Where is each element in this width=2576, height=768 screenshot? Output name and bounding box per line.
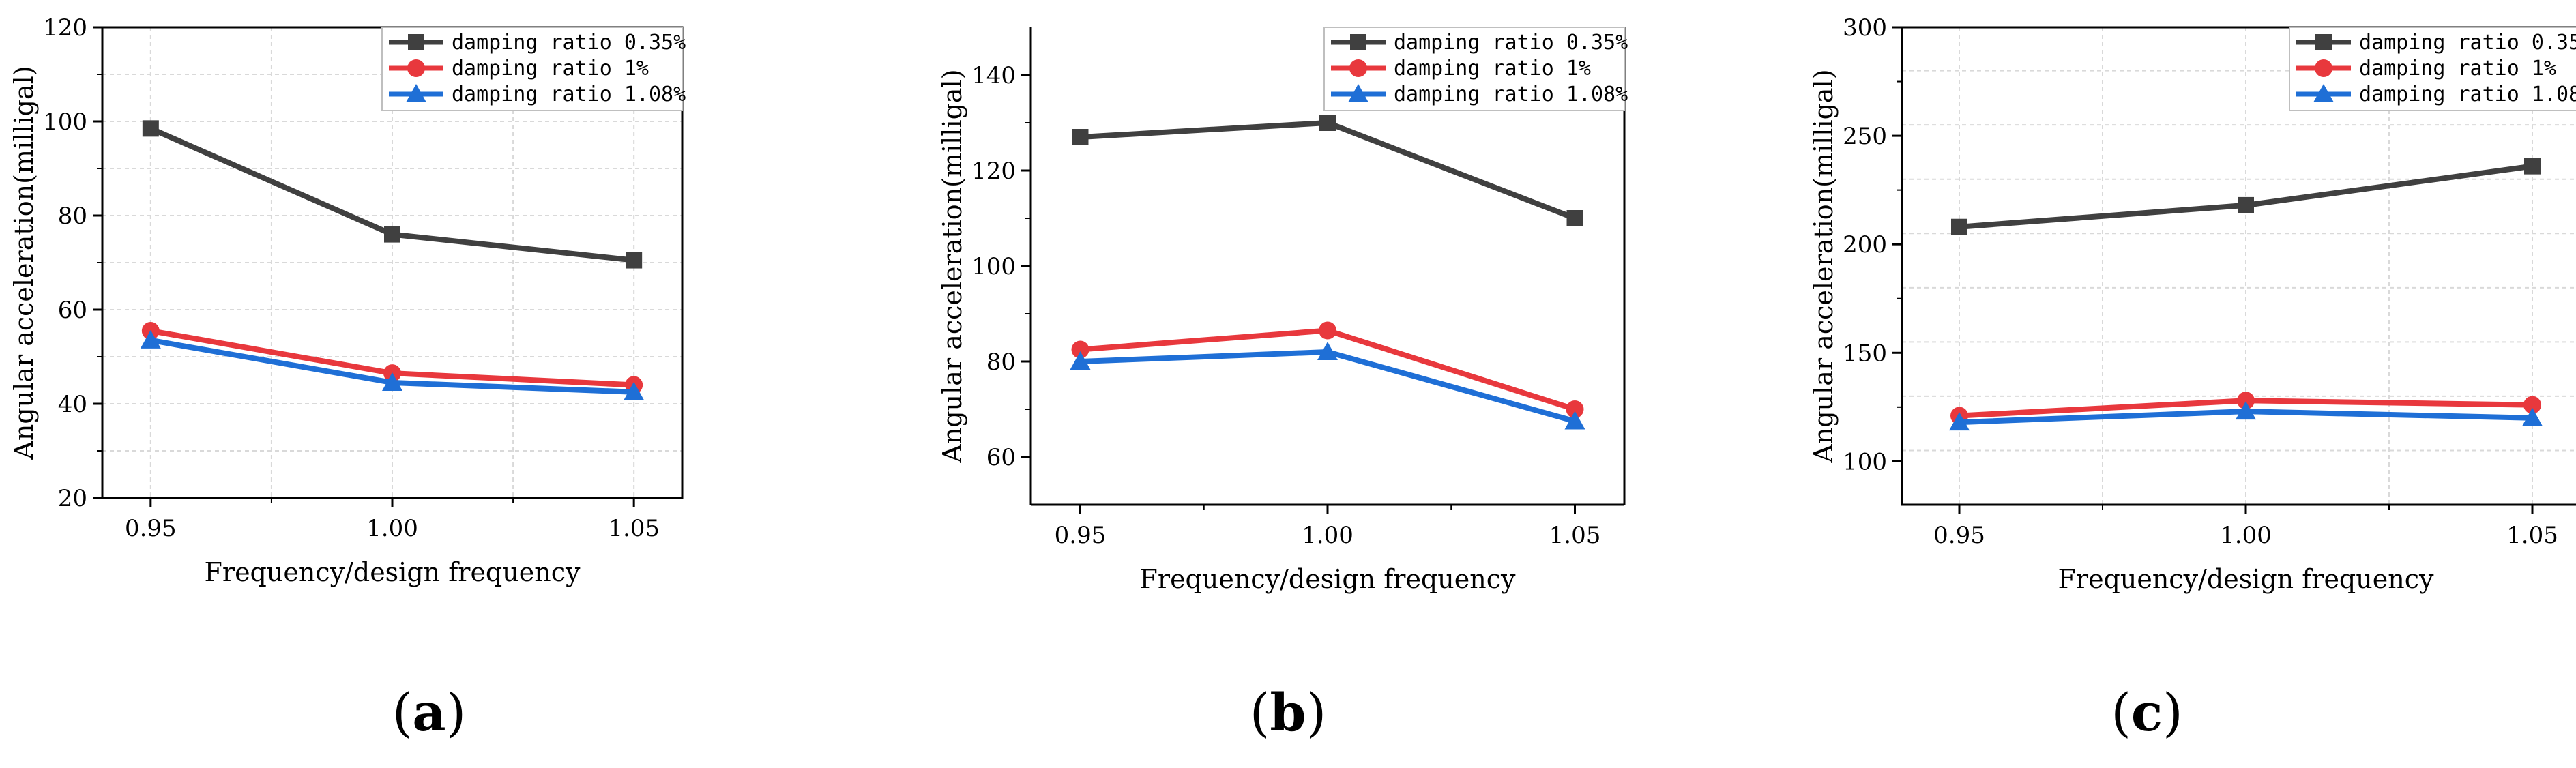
panel-caption-b: (b) xyxy=(1249,682,1327,743)
legend-label: damping ratio 0.35% xyxy=(1394,31,1628,55)
legend-marker xyxy=(406,84,426,102)
y-tick-label: 40 xyxy=(58,391,87,418)
series-2 xyxy=(1949,401,2543,431)
data-point xyxy=(624,381,645,400)
legend-marker xyxy=(2315,59,2332,77)
x-tick-label: 1.00 xyxy=(2220,522,2272,549)
data-point xyxy=(1319,115,1336,131)
legend-marker xyxy=(408,34,424,50)
data-point xyxy=(1951,218,1967,235)
x-axis-label: Frequency/design frequency xyxy=(205,557,581,587)
data-point xyxy=(2238,196,2254,213)
data-point xyxy=(2524,158,2541,175)
legend-label: damping ratio 1.08% xyxy=(2359,83,2576,106)
data-point xyxy=(1566,210,1583,226)
data-point xyxy=(1564,411,1585,430)
y-tick-label: 60 xyxy=(58,297,87,324)
x-tick-label: 1.00 xyxy=(1302,522,1353,549)
panel-caption-letter: c xyxy=(2131,682,2163,743)
x-axis-label: Frequency/design frequency xyxy=(2058,564,2434,594)
legend-label: damping ratio 1% xyxy=(2359,57,2556,80)
legend-marker xyxy=(1349,59,1367,77)
data-point xyxy=(1949,412,1970,431)
y-tick-label: 300 xyxy=(1843,14,1887,42)
series-1 xyxy=(1071,321,1584,418)
legend-marker xyxy=(1348,84,1368,102)
x-tick-label: 1.00 xyxy=(366,515,418,542)
y-tick-label: 80 xyxy=(986,349,1016,376)
legend-marker xyxy=(2315,34,2332,50)
panel-caption-letter: b xyxy=(1270,682,1306,743)
data-point xyxy=(140,329,161,349)
data-point xyxy=(1566,400,1584,418)
chart-a-svg: 20 40 60 80 100 120 0.95 1.00 1.05 Frequency/desi… xyxy=(9,14,686,587)
data-point xyxy=(382,372,402,391)
y-tick-label: 120 xyxy=(43,14,87,42)
data-point xyxy=(2523,396,2541,414)
data-point xyxy=(384,226,400,243)
data-point xyxy=(2237,392,2255,410)
data-point xyxy=(1072,129,1089,145)
legend: damping ratio 0.35%damping ratio 1% dampi… xyxy=(2289,27,2576,111)
series-line xyxy=(1080,120,1576,221)
legend-label: damping ratio 0.35% xyxy=(2359,31,2576,55)
legend-label: damping ratio 1.08% xyxy=(1394,83,1628,106)
x-tick-label: 0.95 xyxy=(125,515,177,542)
x-tick-label: 0.95 xyxy=(1933,522,1985,549)
chart-panel-b: 60 80 100 120 140 0.95 1.00 1.05 Frequency/desig… xyxy=(859,0,1717,768)
y-tick-label: 150 xyxy=(1843,340,1887,367)
chart-panel-a: 20 40 60 80 100 120 0.95 1.00 1.05 Frequency/desi… xyxy=(0,0,858,768)
legend-marker xyxy=(2313,84,2334,102)
data-point xyxy=(1070,351,1091,370)
x-tick-label: 1.05 xyxy=(608,515,660,542)
y-axis-label: Angular acceleration(milligal) xyxy=(937,69,967,463)
data-point xyxy=(2236,401,2256,420)
panel-caption-letter: a xyxy=(412,682,446,743)
y-tick-label: 20 xyxy=(58,485,87,512)
y-tick-label: 200 xyxy=(1843,231,1887,259)
legend-label: damping ratio 0.35% xyxy=(452,31,686,55)
y-tick-label: 100 xyxy=(971,253,1016,280)
y-tick-label: 100 xyxy=(43,108,87,136)
legend-label: damping ratio 1% xyxy=(452,57,649,80)
x-axis-label: Frequency/design frequency xyxy=(1140,564,1516,594)
y-tick-label: 120 xyxy=(971,158,1016,185)
y-tick-label: 100 xyxy=(1843,448,1887,475)
y-tick-label: 60 xyxy=(986,444,1016,471)
series-0 xyxy=(142,120,643,269)
y-tick-label: 250 xyxy=(1843,123,1887,150)
series-2 xyxy=(140,329,645,400)
x-tick-label: 1.05 xyxy=(1549,522,1601,549)
chart-b-svg: 60 80 100 120 140 0.95 1.00 1.05 Frequency/desig… xyxy=(937,27,1628,594)
chart-panel-c: 100 150 200 250 300 0.95 1.00 1.05 Frequency/des… xyxy=(1718,0,2576,768)
chart-c-svg: 100 150 200 250 300 0.95 1.00 1.05 Frequency/des… xyxy=(1809,14,2576,594)
x-tick-label: 0.95 xyxy=(1055,522,1107,549)
data-point xyxy=(626,252,643,269)
legend: damping ratio 0.35%damping ratio 1% dampi… xyxy=(1323,27,1628,111)
y-tick-label: 140 xyxy=(971,62,1016,89)
y-tick-label: 80 xyxy=(58,203,87,230)
series-0 xyxy=(1951,158,2541,235)
panel-caption-a: (a) xyxy=(392,682,467,743)
y-axis-label: Angular acceleration(milligal) xyxy=(1809,69,1839,463)
data-point xyxy=(1319,321,1336,340)
data-point xyxy=(1071,340,1089,359)
panel-caption-c: (c) xyxy=(2111,682,2183,743)
data-point xyxy=(2522,407,2543,426)
legend-label: damping ratio 1% xyxy=(1394,57,1591,80)
legend-marker xyxy=(1350,34,1366,50)
y-axis-label: Angular acceleration(milligal) xyxy=(9,65,39,460)
x-tick-label: 1.05 xyxy=(2506,522,2558,549)
legend-label: damping ratio 1.08% xyxy=(452,83,686,106)
data-point xyxy=(1317,342,1338,360)
data-point xyxy=(142,120,159,137)
legend: damping ratio 0.35%damping ratio 1% dampi… xyxy=(381,27,686,111)
series-2 xyxy=(1070,342,1585,430)
legend-marker xyxy=(407,59,425,77)
series-0 xyxy=(1072,115,1583,226)
